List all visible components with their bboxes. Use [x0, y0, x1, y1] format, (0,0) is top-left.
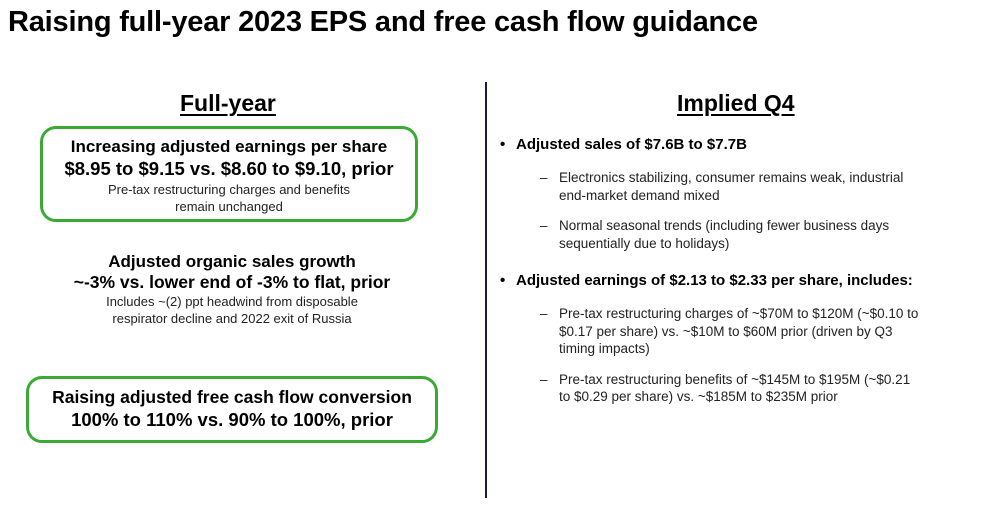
organic-headline: Adjusted organic sales growth [108, 252, 356, 271]
sub-line: sequentially due to holidays) [559, 235, 730, 251]
column-divider [485, 82, 487, 498]
sub-line: to $0.29 per share) vs. ~$185M to $235M … [559, 389, 838, 404]
sub-item-electronics: – Electronics stabilizing, consumer rema… [500, 169, 970, 204]
organic-range: ~-3% vs. lower end of -3% to flat, prior [73, 272, 391, 292]
eps-headline: Increasing adjusted earnings per share [70, 137, 388, 156]
organic-note-line-1: Includes ~(2) ppt headwind from disposab… [106, 294, 358, 309]
sub-item-restructuring-benefits: – Pre-tax restructuring benefits of ~$14… [500, 371, 970, 406]
eps-note-line-2: remain unchanged [175, 199, 283, 214]
eps-note-line-1: Pre-tax restructuring charges and benefi… [107, 182, 351, 197]
sub-line: Pre-tax restructuring charges of ~$70M t… [559, 306, 919, 321]
organic-note-line-2: respirator decline and 2022 exit of Russ… [112, 311, 352, 326]
implied-q4-heading: Implied Q4 [677, 90, 795, 116]
organic-growth-block: Adjusted organic sales growth ~-3% vs. l… [40, 251, 424, 327]
sub-line: $0.17 per share) vs. ~$10M to $60M prior… [559, 323, 893, 339]
bullet-earnings: • Adjusted earnings of $2.13 to $2.33 pe… [500, 271, 970, 291]
bullet-marker: • [500, 136, 506, 153]
sub-line: Pre-tax restructuring benefits of ~$145M… [559, 371, 911, 387]
sub-line: Normal seasonal trends (including fewer … [559, 218, 890, 233]
sub-line: Electronics stabilizing, consumer remain… [559, 170, 904, 185]
bullet-earnings-text: Adjusted earnings of $2.13 to $2.33 per … [516, 272, 913, 289]
sub-item-restructuring-charges: – Pre-tax restructuring charges of ~$70M… [500, 305, 970, 358]
bullet-sales: • Adjusted sales of $7.6B to $7.7B [500, 135, 970, 155]
fcf-headline: Raising adjusted free cash flow conversi… [52, 387, 412, 407]
bullet-marker: • [500, 272, 506, 289]
fcf-range: 100% to 110% vs. 90% to 100%, prior [71, 409, 393, 430]
fcf-guidance-box: Raising adjusted free cash flow conversi… [26, 376, 438, 443]
dash-marker: – [540, 306, 548, 321]
sub-item-seasonal: – Normal seasonal trends (including fewe… [500, 217, 970, 252]
dash-marker: – [540, 371, 548, 387]
bullet-sales-text: Adjusted sales of $7.6B to $7.7B [516, 136, 747, 153]
implied-q4-list: • Adjusted sales of $7.6B to $7.7B – Ele… [500, 135, 970, 406]
eps-range: $8.95 to $9.15 vs. $8.60 to $9.10, prior [64, 158, 394, 179]
dash-marker: – [540, 170, 548, 185]
dash-marker: – [540, 218, 548, 233]
sub-line: timing impacts) [559, 341, 650, 356]
slide-title: Raising full-year 2023 EPS and free cash… [8, 6, 758, 38]
sub-line: end-market demand mixed [559, 187, 720, 203]
eps-guidance-box: Increasing adjusted earnings per share $… [40, 126, 418, 222]
full-year-heading: Full-year [180, 90, 276, 116]
